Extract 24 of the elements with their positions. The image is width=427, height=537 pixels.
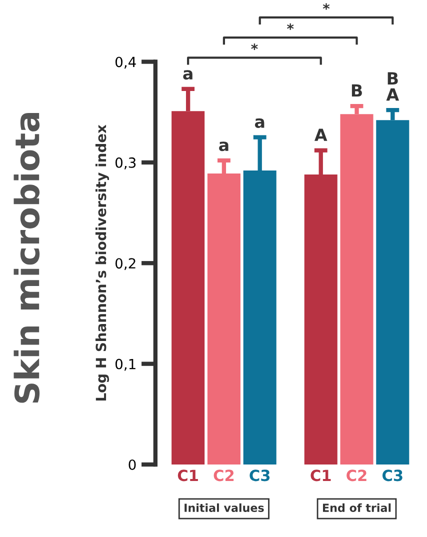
text: Skin microbiota [14, 112, 40, 403]
data-label: a [219, 142, 228, 152]
text: Initial values [184, 503, 264, 512]
data-label: B [352, 84, 362, 97]
text: * [287, 23, 294, 30]
data-label: a [183, 70, 192, 80]
x-tick-label: C2 [346, 470, 366, 482]
text: End of trial [323, 503, 391, 512]
y-tick-label: 0,1 [115, 358, 136, 371]
text: * [251, 44, 258, 50]
y-axis-title: Log H Shannon’s biodiversity index [95, 124, 110, 400]
data-label: B A [386, 72, 400, 101]
x-tick-label: C3 [382, 470, 402, 482]
y-tick-label: 0,3 [115, 157, 136, 170]
y-tick-label: 0,2 [115, 258, 136, 270]
x-tick-label: C1 [310, 470, 331, 482]
x-tick-label: C2 [214, 470, 234, 482]
x-tick-label: C1 [178, 470, 198, 482]
y-tick-label: 0,4 [115, 56, 136, 69]
x-tick-label: C3 [250, 470, 270, 482]
data-label: A [314, 128, 328, 141]
text: * [322, 3, 330, 10]
data-label: a [254, 118, 264, 128]
y-tick-label: 0 [128, 459, 136, 470]
